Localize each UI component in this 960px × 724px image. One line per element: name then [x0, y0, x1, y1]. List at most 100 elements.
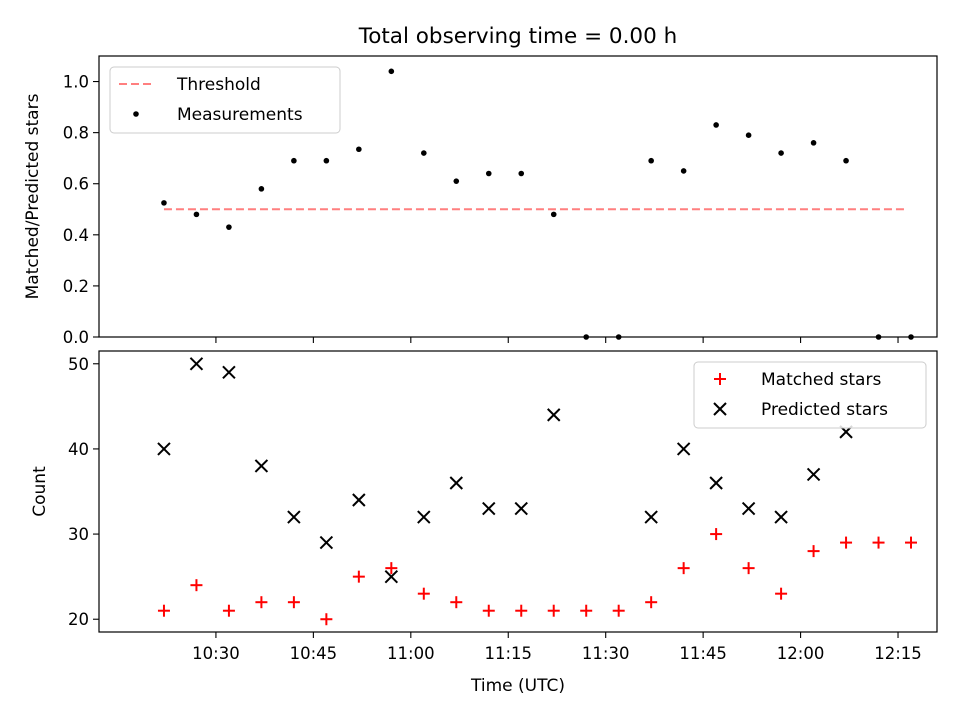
series-1-0-point-13 — [580, 604, 593, 617]
series-1-0-point-1 — [190, 579, 203, 592]
series-0-0-point-0 — [161, 200, 167, 206]
y-tick-label-0-5: 1.0 — [63, 73, 89, 92]
legend-handle-1-series-0 — [714, 373, 726, 385]
series-1-1-point-3 — [254, 459, 269, 473]
series-1-0-point-9 — [450, 596, 463, 609]
series-1-1-point-16 — [741, 501, 756, 516]
series-0-0-point-23 — [908, 334, 914, 340]
series-1-1-point-18 — [806, 467, 821, 482]
legend-handle-1-series-1 — [713, 402, 727, 416]
ratio-panel: 0.0 0.2 0.4 0.6 0.8 1.0 Matched/Predicted star… — [23, 55, 938, 347]
y-tick-label-0-4: 0.8 — [63, 124, 89, 143]
series-1-0-point-14 — [612, 604, 625, 617]
series-1-1-point-8-b — [417, 510, 431, 524]
series-1-0-point-5 — [320, 613, 333, 626]
legend-0: Threshold Measurements — [109, 66, 341, 134]
series-0-0-point-15 — [648, 157, 654, 164]
series-1-0-point-4 — [287, 596, 300, 609]
series-1-1-point-12 — [547, 408, 561, 422]
series-1-0-point-17 — [710, 528, 723, 541]
series-1-1-point-16-b — [741, 501, 756, 516]
series-1-1-point-15-b — [709, 476, 723, 490]
series-0-0-point-18 — [745, 132, 752, 138]
series-0-0-point-9 — [453, 178, 460, 184]
series-1-1-point-2 — [222, 365, 236, 379]
x-tick-label-7: 12:15 — [874, 644, 922, 663]
plot-area-1 — [157, 357, 918, 626]
legend-box-1 — [693, 361, 927, 429]
series-0-0-point-6 — [356, 146, 362, 153]
series-1-1-point-4 — [287, 510, 301, 524]
x-axis-label: Time (UTC) — [470, 676, 565, 696]
series-0-0-point-4 — [291, 157, 297, 164]
series-1-1-point-1-b — [189, 357, 204, 371]
y-tick-label-1-3: 50 — [68, 355, 89, 374]
legend-label-1-series-0: Matched stars — [761, 370, 881, 390]
series-1-1-point-13 — [644, 510, 658, 524]
series-0-0-point-5 — [323, 157, 330, 164]
plot-frame-0 — [98, 55, 938, 338]
series-1-1-point-13-b — [644, 510, 658, 524]
x-tick-label-3: 11:15 — [484, 644, 532, 663]
series-1-1-point-6-b — [352, 493, 366, 507]
series-1-0-point-19 — [775, 587, 788, 600]
series-0-0-point-7 — [388, 68, 395, 75]
series-1-0-point-6 — [352, 570, 365, 583]
x-tick-label-5: 11:45 — [679, 644, 727, 663]
y-axis-label-0: Matched/Predicted stars — [23, 93, 43, 299]
series-1-1-point-2-b — [222, 365, 236, 379]
series-1-1-point-1 — [189, 357, 204, 371]
x-tick-label-0: 10:30 — [192, 644, 240, 663]
chart-title: Total observing time = 0.00 h — [358, 24, 678, 49]
series-1-1-point-14 — [676, 442, 691, 456]
series-0-0-point-22 — [875, 334, 882, 340]
y-tick-label-0-3: 0.6 — [63, 175, 89, 194]
series-1-1-point-5-b — [319, 535, 334, 550]
count-panel: 20 30 40 50 Count 10:30 10:45 11:00 11:15 11:30 11… — [30, 350, 938, 663]
series-1-1-point-7-b — [384, 569, 399, 584]
legend-label-1-series-1: Predicted stars — [761, 400, 888, 420]
y-tick-label-1-2: 40 — [68, 440, 89, 459]
series-0-0-point-17 — [713, 122, 719, 128]
legend-1: Matched stars Predicted stars — [693, 361, 927, 429]
series-1-1-point-7 — [384, 569, 399, 584]
series-0-0-point-8 — [421, 150, 427, 156]
series-1-1-point-4-b — [287, 510, 301, 524]
series-1-0-point-18 — [742, 562, 755, 575]
y-tick-label-0-2: 0.4 — [63, 226, 89, 245]
series-0-0-point-21 — [843, 157, 849, 164]
series-1-1-point-9-b — [449, 476, 463, 490]
y-tick-label-0-1: 0.2 — [63, 277, 89, 296]
x-tick-label-2: 11:00 — [387, 644, 435, 663]
legend-handle-0-series-0 — [133, 111, 139, 117]
series-1-1-point-3-b — [254, 459, 269, 473]
legend-box-0 — [109, 66, 341, 134]
series-0-0-point-10 — [485, 170, 492, 177]
plot-frame-1 — [98, 350, 938, 633]
series-1-0-point-0 — [157, 604, 170, 617]
series-0-0-point-19 — [778, 150, 784, 156]
series-1-0-point-15 — [645, 596, 658, 609]
series-1-0-point-20 — [807, 545, 820, 558]
series-0-0-point-14 — [615, 334, 622, 340]
series-1-0-point-10 — [482, 604, 495, 617]
series-1-0-point-22 — [872, 536, 885, 549]
series-0-0-point-3 — [258, 186, 265, 192]
series-1-1-point-6 — [352, 493, 366, 507]
series-1-0-point-7 — [385, 562, 398, 575]
y-axis-label-1: Count — [30, 466, 50, 517]
series-0-0-point-13 — [583, 334, 590, 340]
series-0-0-point-11 — [518, 170, 525, 177]
series-1-1-point-8 — [417, 510, 431, 524]
series-0-0-point-12 — [550, 211, 557, 218]
plot-area-0 — [161, 68, 914, 340]
series-1-0-point-16 — [677, 562, 690, 575]
series-1-1-point-0 — [157, 442, 171, 456]
series-1-1-point-17-b — [774, 510, 788, 524]
series-1-1-point-10 — [482, 501, 496, 516]
y-tick-label-1-0: 20 — [68, 610, 89, 629]
series-1-1-point-0-b — [157, 442, 171, 456]
series-1-1-point-15 — [709, 476, 723, 490]
series-1-1-point-17 — [774, 510, 788, 524]
